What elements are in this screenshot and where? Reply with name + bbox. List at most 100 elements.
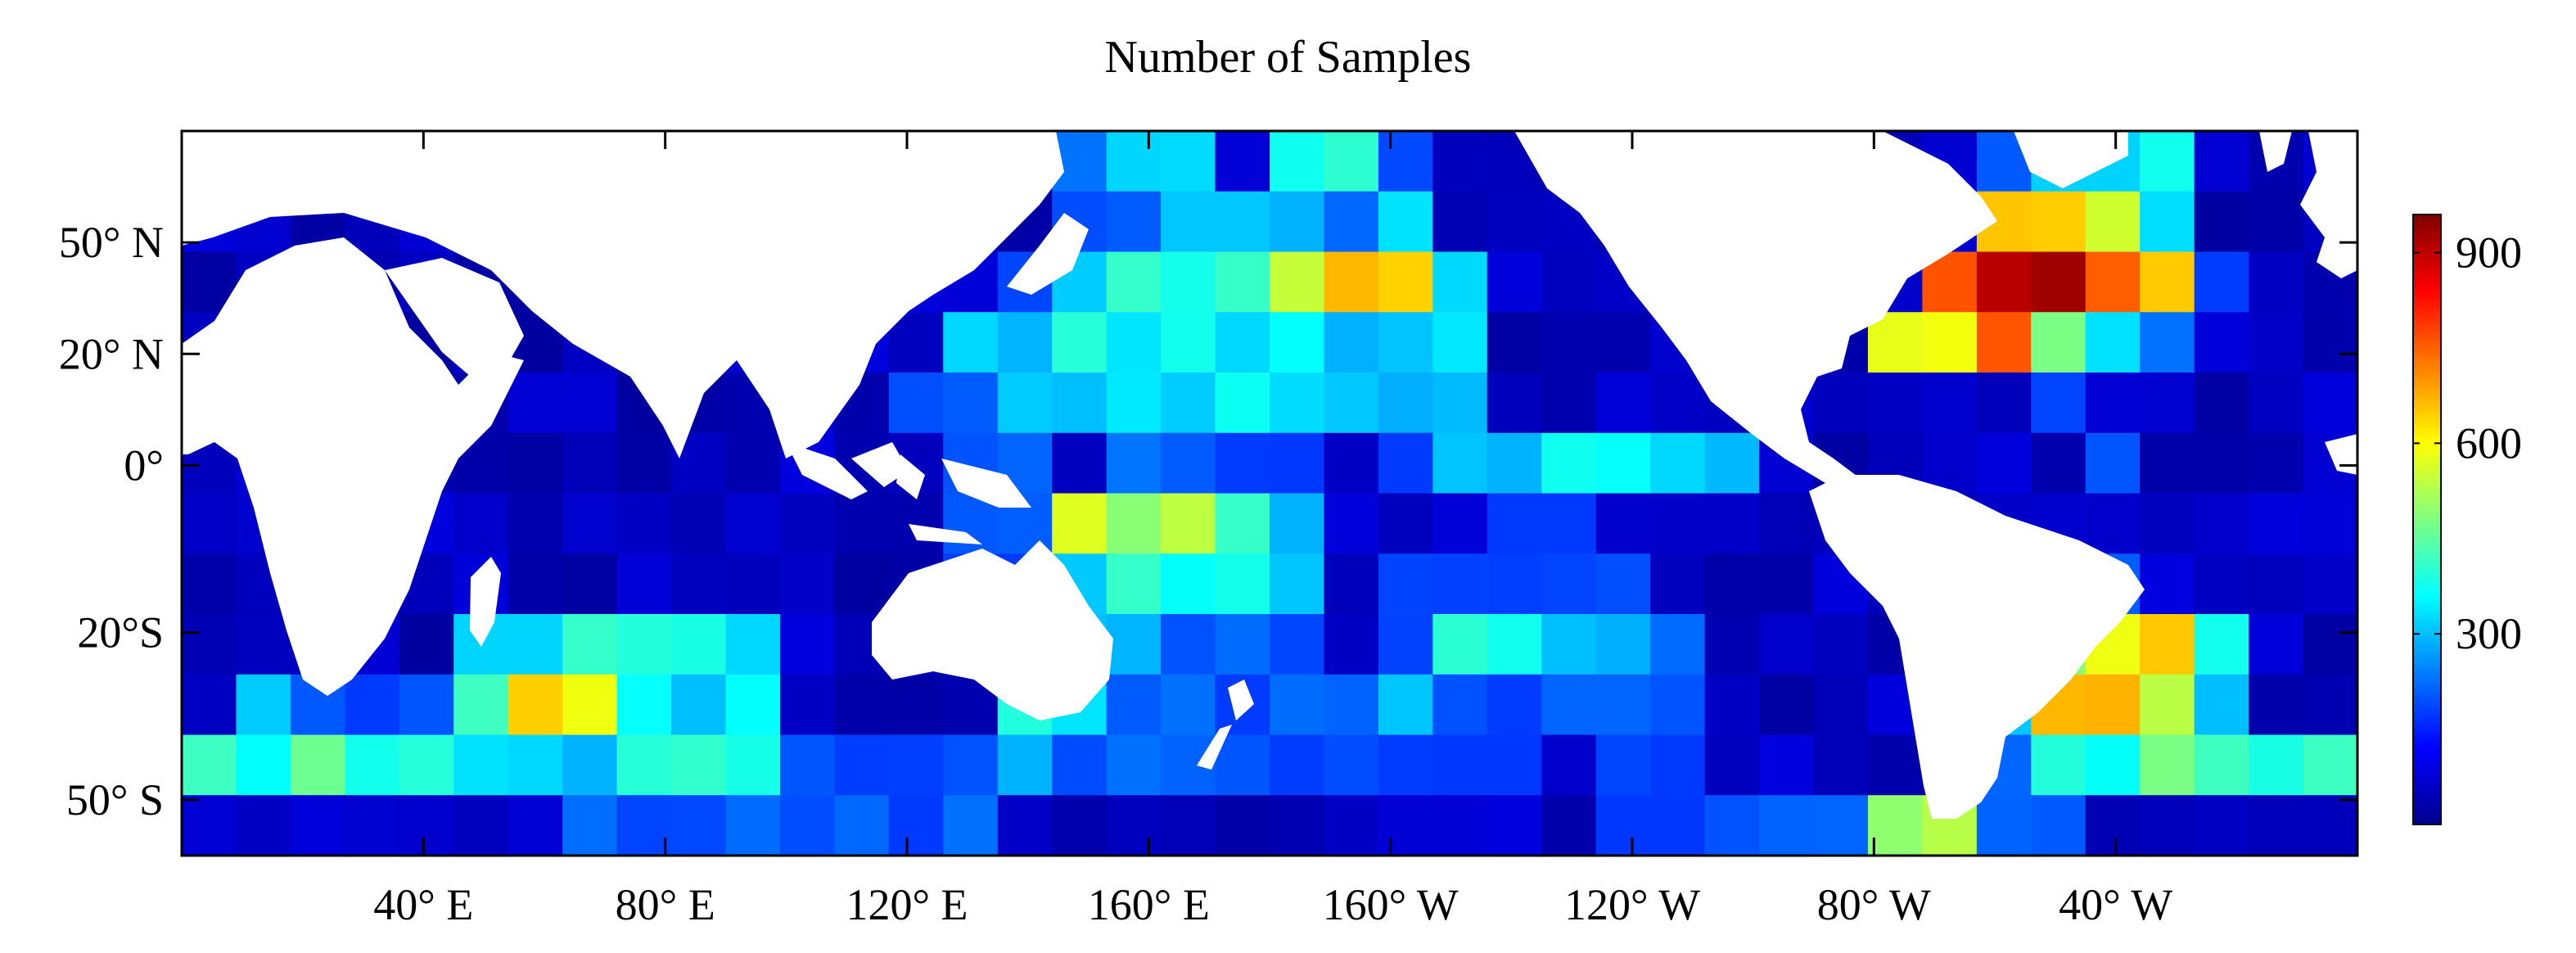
grid-cell: [1432, 674, 1488, 736]
grid-cell: [1595, 553, 1651, 615]
indonesia-landmass: [786, 442, 1031, 544]
grid-cell: [236, 674, 291, 736]
x-tick-label: 120° W: [1564, 880, 1700, 929]
grid-cell: [1432, 131, 1488, 192]
grid-cell: [1432, 493, 1488, 554]
grid-cell: [453, 493, 509, 554]
grid-cell: [1161, 373, 1216, 434]
grid-cell: [1541, 493, 1597, 554]
grid-cell: [182, 614, 237, 675]
grid-cell: [562, 674, 618, 736]
grid-cell: [1161, 432, 1216, 495]
grid-cell: [2249, 734, 2304, 796]
grid-cell: [1378, 251, 1433, 313]
grid-cell: [182, 734, 237, 796]
y-axis-ticks: 50° N 20° N 0° 20°S 50° S: [59, 218, 2357, 824]
grid-cell: [725, 553, 781, 615]
grid-cell: [1650, 432, 1706, 495]
grid-cell: [1976, 432, 2032, 495]
grid-cell: [2140, 493, 2195, 554]
grid-cell: [2303, 312, 2357, 373]
grid-cell: [1650, 373, 1706, 434]
grid-cell: [562, 734, 618, 796]
grid-cell: [1052, 795, 1108, 856]
grid-cell: [562, 614, 618, 675]
grid-cell: [2085, 373, 2141, 434]
grid-cell: [1106, 553, 1162, 615]
grid-cell: [1867, 373, 1923, 434]
grid-cell: [1215, 373, 1270, 434]
grid-cell: [562, 553, 618, 615]
grid-cell: [1270, 795, 1325, 856]
grid-cell: [508, 795, 563, 856]
grid-cell: [2140, 191, 2195, 253]
grid-cell: [1487, 432, 1542, 495]
grid-cell: [1650, 614, 1706, 675]
grid-cell: [508, 373, 563, 434]
grid-cell: [562, 493, 618, 554]
grid-cell: [1867, 795, 1923, 856]
grid-cell: [1161, 251, 1216, 313]
grid-cell: [1650, 795, 1706, 856]
grid-cell: [1704, 614, 1760, 675]
grid-cell: [671, 553, 727, 615]
grid-cell: [2140, 432, 2195, 495]
grid-cell: [1432, 734, 1488, 796]
grid-cell: [2194, 373, 2249, 434]
grid-cell: [1378, 795, 1433, 856]
grid-cell: [997, 795, 1053, 856]
grid-cell: [1270, 432, 1325, 495]
grid-cell: [1487, 191, 1542, 253]
grid-cell: [1595, 432, 1651, 495]
map-frame: [180, 129, 2359, 857]
grid-cell: [1759, 734, 1815, 796]
grid-cell: [182, 553, 237, 615]
grid-cell: [1487, 493, 1542, 554]
grid-cell: [1270, 493, 1325, 554]
grid-cell: [997, 734, 1053, 796]
grid-cell: [1052, 373, 1108, 434]
grid-cell: [1541, 373, 1597, 434]
grid-cell: [399, 734, 454, 796]
y-tick-label: 0°: [124, 440, 164, 490]
grid-cell: [1595, 795, 1651, 856]
grid-cell: [2249, 191, 2304, 253]
grid-cell: [2249, 553, 2304, 615]
grid-cell: [1432, 373, 1488, 434]
grid-cell: [2031, 312, 2087, 373]
grid-cell: [1595, 614, 1651, 675]
grid-cell: [1378, 131, 1433, 192]
grid-cell: [834, 553, 890, 615]
colorbar-tick-label: 900: [2456, 228, 2522, 278]
grid-cell: [1161, 191, 1216, 253]
grid-cell: [453, 674, 509, 736]
grid-cell: [1215, 553, 1270, 615]
grid-cell: [562, 432, 618, 495]
grid-cell: [1759, 553, 1815, 615]
grid-cell: [290, 795, 345, 856]
grid-cell: [2140, 553, 2195, 615]
grid-cell: [1487, 312, 1542, 373]
grid-cell: [1052, 312, 1108, 373]
grid-cell: [779, 553, 835, 615]
grid-cell: [399, 795, 454, 856]
grid-cell: [2194, 795, 2249, 856]
grid-cell: [671, 493, 727, 554]
grid-cell: [1541, 251, 1597, 313]
grid-cell: [1106, 131, 1162, 192]
grid-cell: [2031, 432, 2087, 495]
colorbar-tick-label: 600: [2456, 418, 2522, 467]
grid-cell: [1704, 674, 1760, 736]
grid-cell: [1106, 674, 1162, 736]
grid-cell: [1487, 795, 1542, 856]
grid-cell: [2249, 674, 2304, 736]
grid-cell: [616, 493, 672, 554]
grid-cell: [1052, 493, 1108, 554]
grid-cell: [1324, 553, 1379, 615]
grid-cell: [1270, 734, 1325, 796]
grid-cell: [1922, 373, 1978, 434]
grid-cell: [1161, 312, 1216, 373]
y-tick-label: 20° N: [59, 329, 164, 378]
grid-cell: [1324, 614, 1379, 675]
grid-cell: [1270, 251, 1325, 313]
